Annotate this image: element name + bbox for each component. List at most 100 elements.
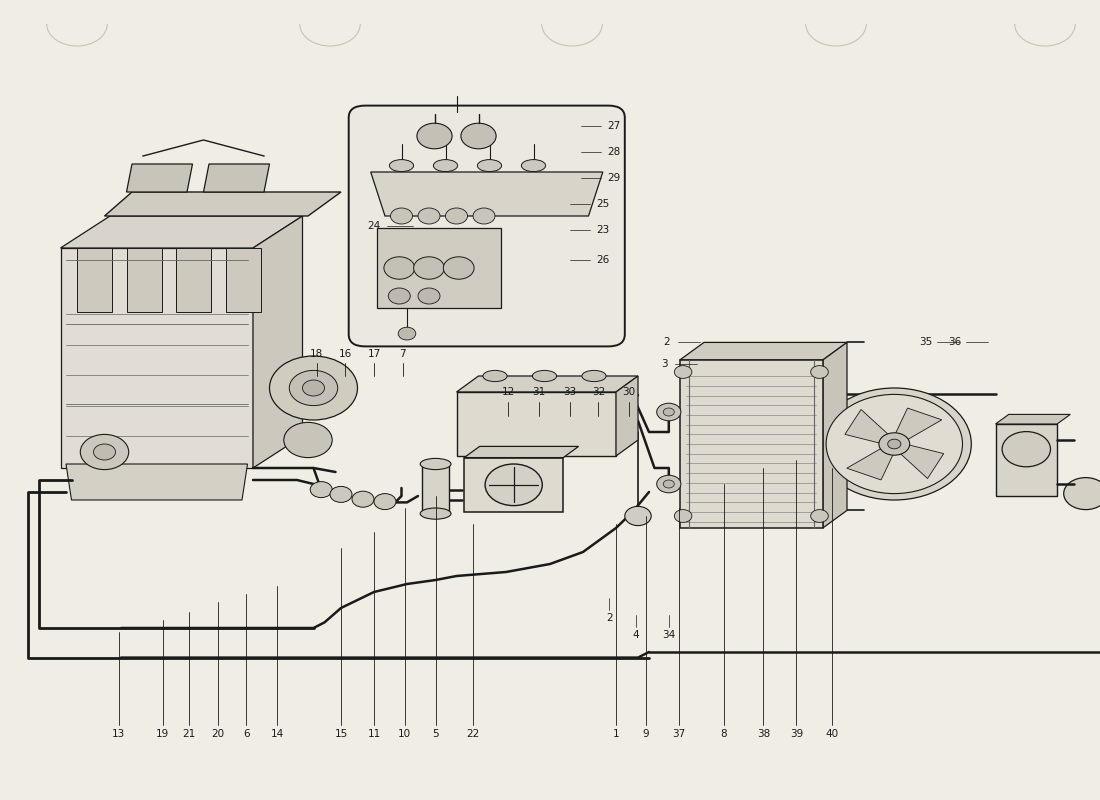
Text: 28: 28 <box>607 147 620 157</box>
Circle shape <box>473 208 495 224</box>
Polygon shape <box>616 376 638 456</box>
Text: 24: 24 <box>367 221 381 230</box>
Circle shape <box>443 257 474 279</box>
Circle shape <box>811 366 828 378</box>
Polygon shape <box>204 164 270 192</box>
Text: 33: 33 <box>563 387 576 397</box>
Circle shape <box>384 257 415 279</box>
Circle shape <box>826 394 962 494</box>
Polygon shape <box>823 342 847 528</box>
Text: 30: 30 <box>623 387 636 397</box>
Text: 6: 6 <box>243 730 250 739</box>
Circle shape <box>663 408 674 416</box>
Circle shape <box>284 422 332 458</box>
Circle shape <box>80 434 129 470</box>
Bar <box>464 458 563 512</box>
Ellipse shape <box>433 160 458 172</box>
Text: 37: 37 <box>672 730 685 739</box>
Polygon shape <box>104 192 341 216</box>
Polygon shape <box>464 446 579 458</box>
Polygon shape <box>66 464 248 500</box>
Bar <box>226 248 261 312</box>
Text: 4: 4 <box>632 630 639 640</box>
Circle shape <box>374 494 396 510</box>
Text: 12: 12 <box>502 387 515 397</box>
Circle shape <box>1002 431 1050 467</box>
Circle shape <box>461 123 496 149</box>
Text: 8: 8 <box>720 730 727 739</box>
Circle shape <box>418 208 440 224</box>
Text: 27: 27 <box>607 121 620 130</box>
Polygon shape <box>60 248 253 468</box>
Bar <box>176 248 211 312</box>
Circle shape <box>674 366 692 378</box>
Text: 2: 2 <box>606 613 613 622</box>
Text: 25: 25 <box>596 199 609 209</box>
Polygon shape <box>60 216 302 248</box>
Circle shape <box>485 464 542 506</box>
Bar <box>77 248 112 312</box>
Text: 7: 7 <box>399 349 406 358</box>
Polygon shape <box>456 376 638 392</box>
Circle shape <box>674 510 692 522</box>
Circle shape <box>888 439 901 449</box>
Bar <box>422 464 449 514</box>
Text: 16: 16 <box>339 349 352 358</box>
Text: 39: 39 <box>790 730 803 739</box>
Polygon shape <box>126 164 192 192</box>
Text: 17: 17 <box>367 349 381 358</box>
Circle shape <box>817 388 971 500</box>
Ellipse shape <box>477 160 502 172</box>
Polygon shape <box>456 392 616 456</box>
Text: 23: 23 <box>596 226 609 235</box>
Circle shape <box>657 475 681 493</box>
Circle shape <box>417 123 452 149</box>
Circle shape <box>330 486 352 502</box>
Circle shape <box>657 403 681 421</box>
Polygon shape <box>253 216 302 468</box>
Circle shape <box>446 208 468 224</box>
Text: 2: 2 <box>663 338 670 347</box>
Text: 38: 38 <box>757 730 770 739</box>
Text: 29: 29 <box>607 173 620 182</box>
Bar <box>680 360 823 528</box>
Text: 36: 36 <box>948 338 961 347</box>
Circle shape <box>414 257 444 279</box>
Circle shape <box>811 510 828 522</box>
Text: 1: 1 <box>613 730 619 739</box>
Polygon shape <box>377 228 500 308</box>
Circle shape <box>270 356 358 420</box>
Polygon shape <box>371 172 603 216</box>
Ellipse shape <box>389 160 414 172</box>
Polygon shape <box>996 414 1070 424</box>
Text: 18: 18 <box>310 349 323 358</box>
Circle shape <box>625 506 651 526</box>
Ellipse shape <box>532 370 557 382</box>
Text: 11: 11 <box>367 730 381 739</box>
Polygon shape <box>845 410 891 444</box>
FancyBboxPatch shape <box>349 106 625 346</box>
Text: 19: 19 <box>156 730 169 739</box>
Text: 5: 5 <box>432 730 439 739</box>
Circle shape <box>879 433 910 455</box>
Text: 20: 20 <box>211 730 224 739</box>
Circle shape <box>352 491 374 507</box>
Text: 13: 13 <box>112 730 125 739</box>
Text: 26: 26 <box>596 255 609 265</box>
Text: 10: 10 <box>398 730 411 739</box>
Bar <box>126 248 162 312</box>
Text: 22: 22 <box>466 730 480 739</box>
Text: 21: 21 <box>183 730 196 739</box>
Circle shape <box>310 482 332 498</box>
Circle shape <box>94 444 115 460</box>
Ellipse shape <box>420 508 451 519</box>
Text: 9: 9 <box>642 730 649 739</box>
Circle shape <box>289 370 338 406</box>
Polygon shape <box>680 342 847 360</box>
Circle shape <box>302 380 324 396</box>
Text: 3: 3 <box>661 359 668 369</box>
Text: 35: 35 <box>920 338 933 347</box>
Circle shape <box>418 288 440 304</box>
Polygon shape <box>898 444 944 478</box>
Polygon shape <box>847 446 894 480</box>
